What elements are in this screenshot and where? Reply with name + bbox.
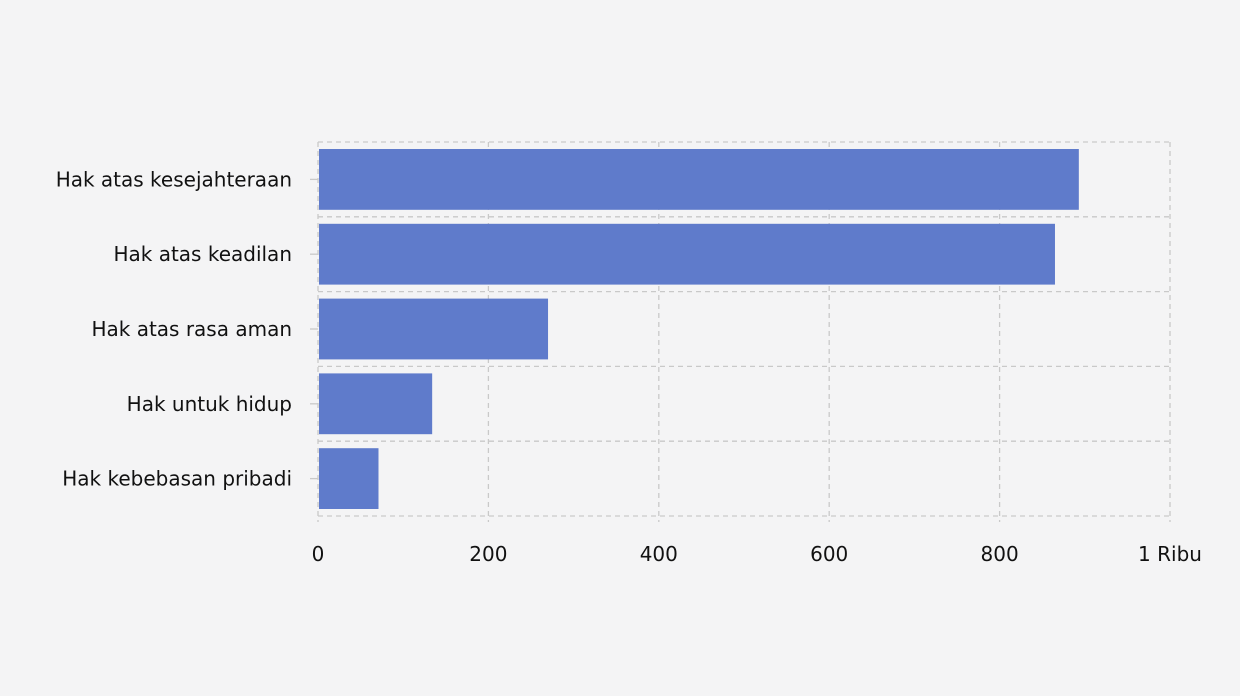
bar-1 — [319, 223, 1055, 285]
bar-2 — [319, 298, 549, 360]
x-tick-label-2: 400 — [640, 542, 678, 566]
bar-4 — [319, 448, 379, 509]
bar-0 — [319, 149, 1079, 210]
x-tick-label-3: 600 — [810, 542, 848, 566]
category-label-1: Hak atas keadilan — [113, 242, 292, 266]
bar-3 — [319, 373, 433, 435]
x-tick-label-1: 200 — [469, 542, 507, 566]
x-axis-tick-labels: 0 200 400 600 800 1 Ribu — [312, 542, 1202, 566]
x-tick-label-5: 1 Ribu — [1138, 542, 1202, 566]
category-label-0: Hak atas kesejahteraan — [56, 167, 292, 191]
category-label-2: Hak atas rasa aman — [91, 317, 292, 341]
bars-layer — [319, 149, 1079, 509]
x-tick-label-4: 800 — [981, 542, 1019, 566]
x-tick-label-0: 0 — [312, 542, 325, 566]
category-label-3: Hak untuk hidup — [127, 392, 292, 416]
category-labels: Hak atas kesejahteraan Hak atas keadilan H… — [56, 167, 292, 490]
category-label-4: Hak kebebasan pribadi — [62, 467, 292, 491]
